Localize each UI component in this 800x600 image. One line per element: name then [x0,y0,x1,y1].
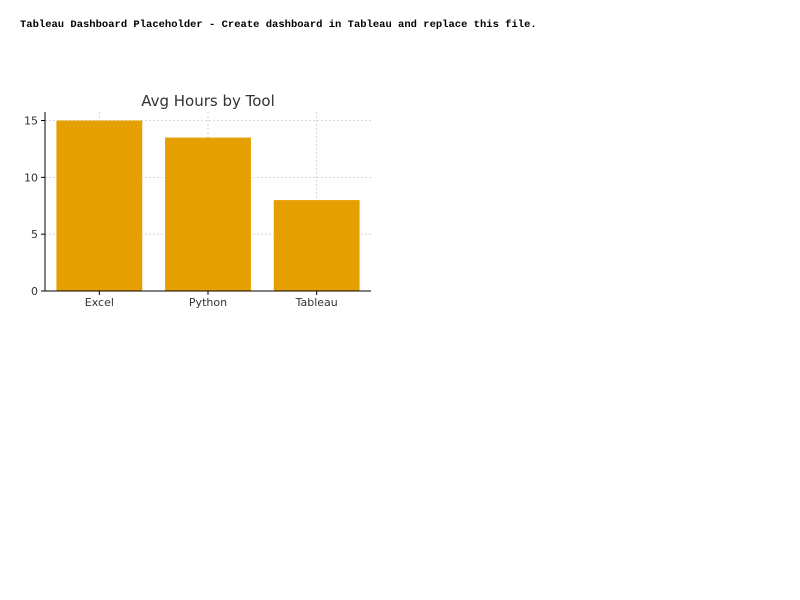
chart-title: Avg Hours by Tool [141,92,275,110]
tick-labels-layer: 0 5 10 15 Excel Python Tableau [24,115,338,309]
placeholder-message: Tableau Dashboard Placeholder - Create d… [20,19,537,31]
bar-python [165,137,251,291]
bar-excel [56,120,143,292]
bar-tableau [273,200,360,291]
y-tick-label: 10 [24,171,38,184]
y-tick-label: 0 [31,285,38,298]
x-tick-label-python: Python [189,296,227,309]
bars-layer [56,120,360,292]
bar-chart: Avg Hours by Tool 0 5 10 15 Excel Python Table… [24,92,371,309]
y-tick-label: 15 [24,115,38,128]
x-tick-label-tableau: Tableau [295,296,338,309]
y-tick-label: 5 [31,228,38,241]
x-tick-label-excel: Excel [85,296,114,309]
axes-layer [41,112,371,295]
chart-container: Avg Hours by Tool 0 5 10 15 Excel Python Table… [0,80,400,320]
